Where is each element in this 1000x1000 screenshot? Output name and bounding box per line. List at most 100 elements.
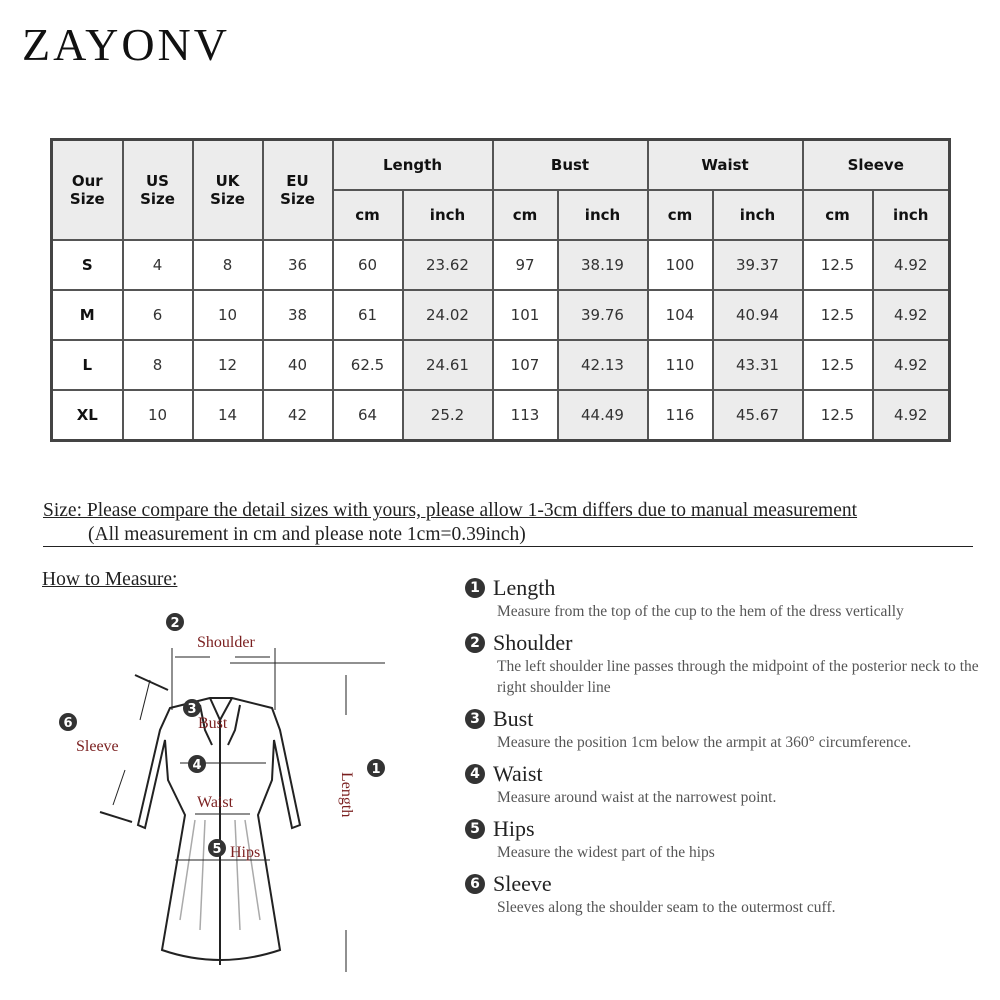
step-number-icon: 2 [465,633,485,653]
header-bust: Bust [491,138,649,191]
table-cell: 97 [491,239,559,291]
step-title-row: 5 Hips [465,816,985,842]
measure-step: 2 Shoulder The left shoulder line passes t… [465,630,985,698]
label-sleeve: Sleeve [76,738,119,755]
measure-steps: 1 Length Measure from the top of the cup t… [465,575,985,926]
header-inch: inch [711,189,804,241]
measure-step: 6 Sleeve Sleeves along the shoulder seam t… [465,871,985,918]
header-uk-size: UK Size [191,138,264,241]
table-cell: 25.2 [401,389,494,442]
table-cell: 38 [261,289,334,341]
step-title: Bust [493,706,534,731]
step-title: Shoulder [493,630,573,655]
table-cell: L [50,339,124,391]
table-row: XL 10 14 42 64 25.2 113 44.49 116 45.67 12.5 4.92 [50,389,951,442]
table-cell: 36 [261,239,334,291]
table-cell: 101 [491,289,559,341]
table-cell: 104 [646,289,714,341]
how-to-measure-heading: How to Measure: [42,569,178,590]
step-description: Measure the position 1cm below the armpi… [497,734,912,751]
table-cell: 116 [646,389,714,442]
dress-outline [136,697,302,961]
table-cell: 12.5 [801,239,874,291]
table-cell: 42.13 [556,339,649,391]
table-cell: 23.62 [401,239,494,291]
table-cell: 62.5 [331,339,404,391]
step-title-row: 4 Waist [465,761,985,787]
table-row: M 6 10 38 61 24.02 101 39.76 104 40.94 12.5 4.92 [50,289,951,341]
label-shoulder: Shoulder [197,634,255,651]
label-waist: Waist [197,794,234,811]
brand-logo: ZAYONV [22,19,230,70]
step-number-icon: 4 [465,764,485,784]
marker-1: 1 [371,762,380,777]
table-cell: 4.92 [871,239,951,291]
step-title-row: 3 Bust [465,706,985,732]
header-cm: cm [646,189,714,241]
table-cell: 61 [331,289,404,341]
table-row: L 8 12 40 62.5 24.61 107 42.13 110 43.31 12.5 4.92 [50,339,951,391]
table-cell: 40 [261,339,334,391]
table-cell: 40.94 [711,289,804,341]
table-cell: 4.92 [871,289,951,341]
marker-3: 3 [187,702,196,717]
table-cell: 14 [191,389,264,442]
header-our-size: Our Size [50,138,124,241]
dress-diagram: Shoulder Bust Waist Hips Sleeve Length 2… [59,613,385,972]
step-number-icon: 5 [465,819,485,839]
table-cell: 4.92 [871,389,951,442]
table-cell: 8 [121,339,194,391]
step-title: Waist [493,761,543,786]
table-cell: S [50,239,124,291]
label-hips: Hips [230,844,260,861]
header-cm: cm [331,189,404,241]
table-cell: 12 [191,339,264,391]
size-note: Size: Please compare the detail sizes wi… [43,500,973,547]
label-length: Length [338,772,355,817]
table-cell: 45.67 [711,389,804,442]
marker-6: 6 [63,716,72,731]
table-cell: 44.49 [556,389,649,442]
header-inch: inch [871,189,951,241]
table-cell: 24.02 [401,289,494,341]
step-description: Measure the widest part of the hips [497,844,715,861]
step-description: Measure around waist at the narrowest po… [497,789,777,806]
step-number-icon: 1 [465,578,485,598]
table-cell: 24.61 [401,339,494,391]
step-number-icon: 3 [465,709,485,729]
marker-4: 4 [192,758,201,773]
table-cell: 8 [191,239,264,291]
measure-step: 1 Length Measure from the top of the cup t… [465,575,985,622]
table-cell: XL [50,389,124,442]
table-cell: 10 [191,289,264,341]
note-line-2: (All measurement in cm and please note 1… [43,524,973,547]
table-cell: 43.31 [711,339,804,391]
step-number-icon: 6 [465,874,485,894]
table-cell: 4.92 [871,339,951,391]
table-row: S 4 8 36 60 23.62 97 38.19 100 39.37 12.5 4.92 [50,239,951,291]
table-cell: 64 [331,389,404,442]
table-cell: 6 [121,289,194,341]
note-line-1: Size: Please compare the detail sizes wi… [43,500,858,521]
step-title: Hips [493,816,535,841]
marker-5: 5 [212,842,221,857]
table-cell: 39.76 [556,289,649,341]
table-cell: 38.19 [556,239,649,291]
table-cell: 42 [261,389,334,442]
header-us-size: US Size [121,138,194,241]
header-sleeve: Sleeve [801,138,951,191]
table-cell: 12.5 [801,289,874,341]
header-eu-size: EU Size [261,138,334,241]
table-cell: 39.37 [711,239,804,291]
step-title-row: 6 Sleeve [465,871,985,897]
table-cell: 60 [331,239,404,291]
step-title-row: 1 Length [465,575,985,601]
step-title: Sleeve [493,871,552,896]
size-table: Our Size US Size UK Size EU Size Length … [50,138,951,442]
header-inch: inch [556,189,649,241]
step-title: Length [493,575,556,600]
step-description: The left shoulder line passes through th… [497,658,979,696]
table-cell: 107 [491,339,559,391]
header-cm: cm [801,189,874,241]
header-cm: cm [491,189,559,241]
